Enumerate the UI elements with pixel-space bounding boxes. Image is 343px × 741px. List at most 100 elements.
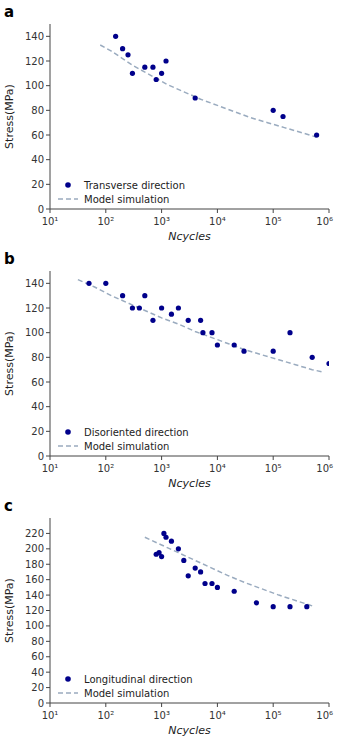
scatter-point — [181, 558, 186, 563]
x-axis-line — [50, 209, 329, 210]
scatter-point — [142, 65, 147, 70]
x-tick-label: 10² — [97, 463, 114, 474]
x-tick — [50, 703, 51, 707]
x-axis-label: Ncycles — [168, 724, 211, 737]
scatter-point — [271, 108, 276, 113]
scatter-point — [169, 539, 174, 544]
y-axis-line — [50, 271, 51, 456]
scatter-point — [326, 361, 329, 366]
legend-label: Model simulation — [84, 194, 169, 205]
scatter-point — [200, 330, 205, 335]
scatter-point — [254, 600, 259, 605]
scatter-point — [186, 318, 191, 323]
y-tick-label: 0 — [38, 451, 44, 462]
scatter-point — [159, 71, 164, 76]
legend-label: Disoriented direction — [84, 427, 189, 438]
y-tick-label: 100 — [25, 620, 44, 631]
scatter-point — [137, 305, 142, 310]
legend: Longitudinal direction Model simulation — [58, 674, 193, 699]
x-tick — [329, 703, 330, 707]
scatter-point — [176, 546, 181, 551]
y-tick-label: 0 — [38, 204, 44, 215]
y-tick-label: 20 — [31, 682, 44, 693]
x-tick — [161, 703, 162, 707]
panel: 02040608010012014010¹10²10³10⁴10⁵10⁶Ncyc… — [3, 250, 333, 490]
x-axis-label: Ncycles — [168, 477, 211, 490]
y-tick — [46, 564, 50, 565]
y-tick-label: 0 — [38, 698, 44, 709]
scatter-point — [209, 330, 214, 335]
scatter-point — [154, 77, 159, 82]
x-tick-label: 10³ — [153, 216, 170, 227]
scatter-point — [176, 305, 181, 310]
model-line — [145, 537, 312, 606]
scatter-point — [113, 34, 118, 39]
scatter-point — [120, 293, 125, 298]
y-tick — [46, 610, 50, 611]
legend-swatch — [65, 429, 71, 435]
x-tick — [273, 209, 274, 213]
x-tick-label: 10² — [97, 710, 114, 721]
y-tick — [46, 36, 50, 37]
x-axis-line — [50, 703, 329, 704]
scatter-point — [314, 132, 319, 137]
y-tick-label: 140 — [25, 278, 44, 289]
scatter-point — [310, 355, 315, 360]
y-tick-label: 20 — [31, 179, 44, 190]
legend-label: Longitudinal direction — [84, 674, 193, 685]
y-tick-label: 140 — [25, 31, 44, 42]
y-tick — [46, 135, 50, 136]
figure: 02040608010012014010¹10²10³10⁴10⁵10⁶Ncyc… — [0, 0, 343, 741]
x-tick — [161, 209, 162, 213]
y-tick — [46, 61, 50, 62]
y-tick — [46, 209, 50, 210]
legend: Transverse direction Model simulation — [58, 180, 185, 205]
y-tick — [46, 85, 50, 86]
scatter-point — [215, 585, 220, 590]
x-tick — [217, 456, 218, 460]
y-tick-label: 40 — [31, 667, 44, 678]
x-tick-label: 10⁴ — [209, 216, 226, 227]
legend-label: Transverse direction — [83, 180, 185, 191]
scatter-point — [271, 604, 276, 609]
scatter-point — [232, 589, 237, 594]
legend-swatch — [65, 182, 71, 188]
legend-label: Model simulation — [84, 688, 169, 699]
scatter-point — [163, 58, 168, 63]
x-tick — [50, 209, 51, 213]
x-tick — [50, 456, 51, 460]
y-tick — [46, 533, 50, 534]
scatter-point — [198, 569, 203, 574]
scatter-point — [202, 581, 207, 586]
x-tick-label: 10³ — [153, 463, 170, 474]
x-tick-label: 10¹ — [42, 216, 59, 227]
scatter-point — [186, 573, 191, 578]
y-tick-label: 60 — [31, 130, 44, 141]
scatter-point — [163, 535, 168, 540]
x-tick-label: 10⁵ — [265, 710, 282, 721]
y-tick — [46, 625, 50, 626]
y-tick — [46, 641, 50, 642]
legend-swatch — [58, 692, 78, 694]
legend-label: Model simulation — [84, 441, 169, 452]
y-tick-label: 80 — [31, 636, 44, 647]
x-tick-label: 10⁴ — [209, 710, 226, 721]
scatter-point — [125, 52, 130, 57]
y-tick-label: 200 — [25, 543, 44, 554]
panel-label: b — [4, 250, 15, 268]
scatter-point — [159, 554, 164, 559]
y-tick-label: 100 — [25, 327, 44, 338]
y-axis-line — [50, 24, 51, 209]
legend: Disoriented direction Model simulation — [58, 427, 189, 452]
x-tick — [329, 209, 330, 213]
scatter-point — [215, 342, 220, 347]
y-tick — [46, 687, 50, 688]
y-tick — [46, 110, 50, 111]
scatter-point — [271, 349, 276, 354]
y-tick-label: 80 — [31, 105, 44, 116]
y-tick-label: 220 — [25, 528, 44, 539]
x-tick-label: 10³ — [153, 710, 170, 721]
model-line — [78, 280, 324, 373]
x-tick — [273, 703, 274, 707]
y-tick — [46, 431, 50, 432]
